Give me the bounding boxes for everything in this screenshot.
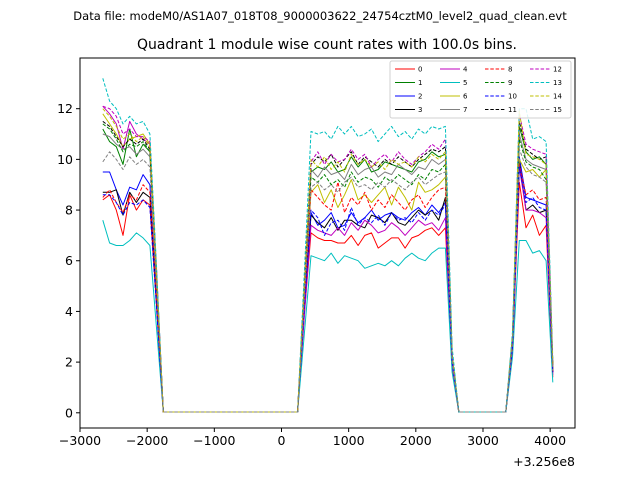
x-tick-label: −1000 [193, 433, 235, 448]
y-tick-label: 10 [57, 152, 73, 167]
legend-label-4: 4 [463, 66, 468, 74]
series-line-15 [102, 148, 554, 413]
legend-label-14: 14 [553, 93, 562, 101]
x-tick-label: −3000 [59, 433, 101, 448]
plot-lines [102, 78, 554, 413]
x-tick-label: −2000 [126, 433, 168, 448]
y-tick-label: 2 [65, 355, 73, 370]
y-tick-label: 12 [57, 101, 73, 116]
series-line-10 [102, 166, 554, 413]
legend-label-13: 13 [553, 79, 562, 87]
chart-title: Quadrant 1 module wise count rates with … [137, 37, 517, 53]
legend-label-7: 7 [463, 106, 467, 114]
legend-label-6: 6 [463, 93, 468, 101]
x-tick-label: 4000 [534, 433, 566, 448]
plot-frame [79, 57, 576, 429]
legend-label-15: 15 [553, 106, 562, 114]
y-axis: 0 2 4 6 8 10 12 [57, 101, 80, 420]
x-tick-label: 3000 [467, 433, 499, 448]
legend-label-0: 0 [418, 66, 422, 74]
x-offset-label: +3.256e8 [513, 454, 575, 469]
legend-label-9: 9 [508, 79, 512, 87]
legend-label-2: 2 [418, 93, 422, 101]
legend-label-5: 5 [463, 79, 467, 87]
x-axis: −3000 −2000 −1000 0 1000 2000 3000 4000 [59, 428, 566, 448]
legend-label-8: 8 [508, 66, 512, 74]
y-tick-label: 4 [65, 304, 73, 319]
legend-box [389, 60, 572, 119]
legend-label-11: 11 [508, 106, 517, 114]
legend-label-10: 10 [508, 93, 517, 101]
y-tick-label: 8 [65, 203, 73, 218]
x-tick-label: 0 [278, 433, 286, 448]
y-tick-label: 0 [65, 405, 73, 420]
legend-label-12: 12 [553, 66, 562, 74]
legend-label-1: 1 [418, 79, 422, 87]
y-tick-label: 6 [65, 253, 73, 268]
legend-label-3: 3 [418, 106, 422, 114]
x-tick-label: 1000 [333, 433, 365, 448]
suptitle: Data file: modeM0/AS1A07_018T08_90000036… [73, 9, 567, 23]
x-tick-label: 2000 [400, 433, 432, 448]
